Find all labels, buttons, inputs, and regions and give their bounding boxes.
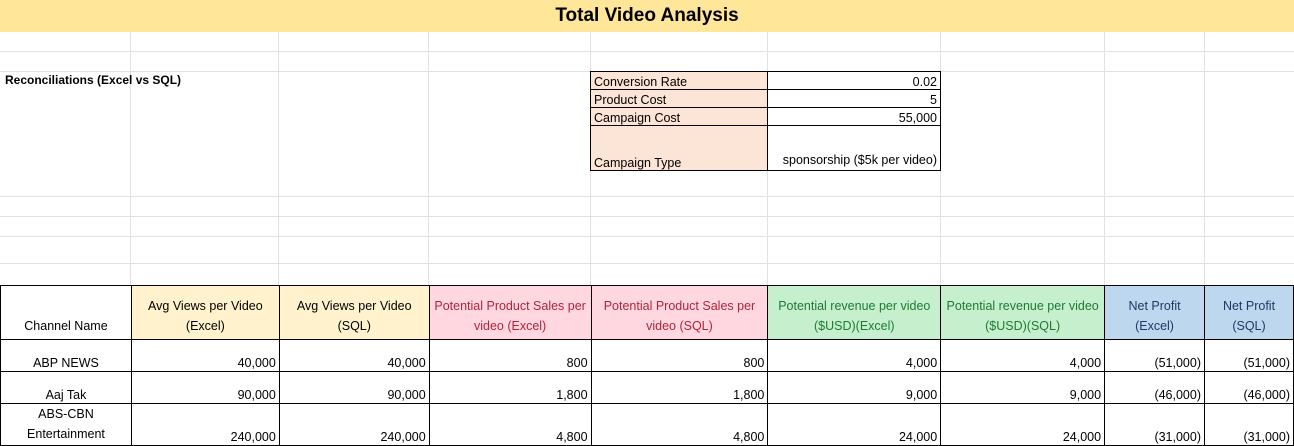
table-cell[interactable]: 9,000 [767,371,942,404]
channel-name-cell[interactable]: Aaj Tak [0,371,132,404]
param-value-cell[interactable]: sponsorship ($5k per video) [767,125,941,171]
gridline [1204,32,1205,286]
column-header-sales-excel[interactable]: Potential Product Sales per video (Excel… [428,285,592,340]
gridline [940,32,941,286]
table-cell[interactable]: 240,000 [130,403,280,446]
channel-name-cell[interactable]: ABP NEWS [0,339,132,372]
sheet-title: Total Video Analysis [0,0,1294,32]
table-cell[interactable]: 40,000 [130,339,280,372]
table-cell[interactable]: 1,800 [428,371,592,404]
section-label: Reconciliations (Excel vs SQL) [5,73,182,87]
table-cell[interactable]: (31,000) [1104,403,1205,446]
param-value-cell[interactable]: 0.02 [767,71,941,90]
gridline [0,236,1294,237]
table-cell[interactable]: 40,000 [278,339,430,372]
gridline [1104,32,1105,286]
gridline [0,263,1294,264]
column-header-views-excel[interactable]: Avg Views per Video (Excel) [130,285,280,340]
gridline [130,32,131,286]
param-row: Conversion Rate 0.02 [590,71,941,90]
gridline [0,196,1294,197]
table-cell[interactable]: 4,800 [590,403,769,446]
param-value-cell[interactable]: 5 [767,89,941,108]
table-cell[interactable]: 800 [590,339,769,372]
table-cell[interactable]: 800 [428,339,592,372]
table-cell[interactable]: 90,000 [278,371,430,404]
table-cell[interactable]: 9,000 [940,371,1106,404]
param-label-cell[interactable]: Conversion Rate [590,71,768,90]
table-cell[interactable]: 90,000 [130,371,280,404]
param-row: Campaign Cost 55,000 [590,107,941,126]
table-cell[interactable]: 4,000 [940,339,1106,372]
table-cell[interactable]: 24,000 [767,403,942,446]
param-row: Campaign Type sponsorship ($5k per video… [590,125,941,171]
param-label-cell[interactable]: Campaign Type [590,125,768,171]
table-cell[interactable]: 24,000 [940,403,1106,446]
table-cell[interactable]: (46,000) [1104,371,1205,404]
gridline [428,32,429,286]
campaign-parameters-table: Conversion Rate 0.02 Product Cost 5 Camp… [590,71,941,171]
table-cell[interactable]: (51,000) [1204,339,1294,372]
gridline [278,32,279,286]
table-row: Aaj Tak 90,000 90,000 1,800 1,800 9,000 … [0,371,1294,404]
column-header-revenue-excel[interactable]: Potential revenue per video ($USD)(Excel… [767,285,942,340]
param-label-cell[interactable]: Campaign Cost [590,107,768,126]
table-row: ABP NEWS 40,000 40,000 800 800 4,000 4,0… [0,339,1294,372]
table-cell[interactable]: 4,800 [428,403,592,446]
gridline [0,51,1294,52]
column-header-sales-sql[interactable]: Potential Product Sales per video (SQL) [590,285,769,340]
table-cell[interactable]: (51,000) [1104,339,1205,372]
column-header-profit-sql[interactable]: Net Profit (SQL) [1204,285,1294,340]
channel-name-cell[interactable]: ABS-CBN Entertainment [0,403,132,446]
table-cell[interactable]: 4,000 [767,339,942,372]
table-cell[interactable]: (46,000) [1204,371,1294,404]
column-header-profit-excel[interactable]: Net Profit (Excel) [1104,285,1205,340]
table-row: ABS-CBN Entertainment 240,000 240,000 4,… [0,403,1294,446]
gridline [0,216,1294,217]
table-cell[interactable]: (31,000) [1204,403,1294,446]
video-analysis-table: Channel Name Avg Views per Video (Excel)… [0,285,1294,446]
param-row: Product Cost 5 [590,89,941,108]
table-cell[interactable]: 1,800 [590,371,769,404]
column-header-revenue-sql[interactable]: Potential revenue per video ($USD)(SQL) [940,285,1106,340]
param-label-cell[interactable]: Product Cost [590,89,768,108]
param-value-cell[interactable]: 55,000 [767,107,941,126]
table-cell[interactable]: 240,000 [278,403,430,446]
column-header-views-sql[interactable]: Avg Views per Video (SQL) [278,285,430,340]
column-header-channel[interactable]: Channel Name [0,285,132,340]
header-row: Channel Name Avg Views per Video (Excel)… [0,285,1294,340]
